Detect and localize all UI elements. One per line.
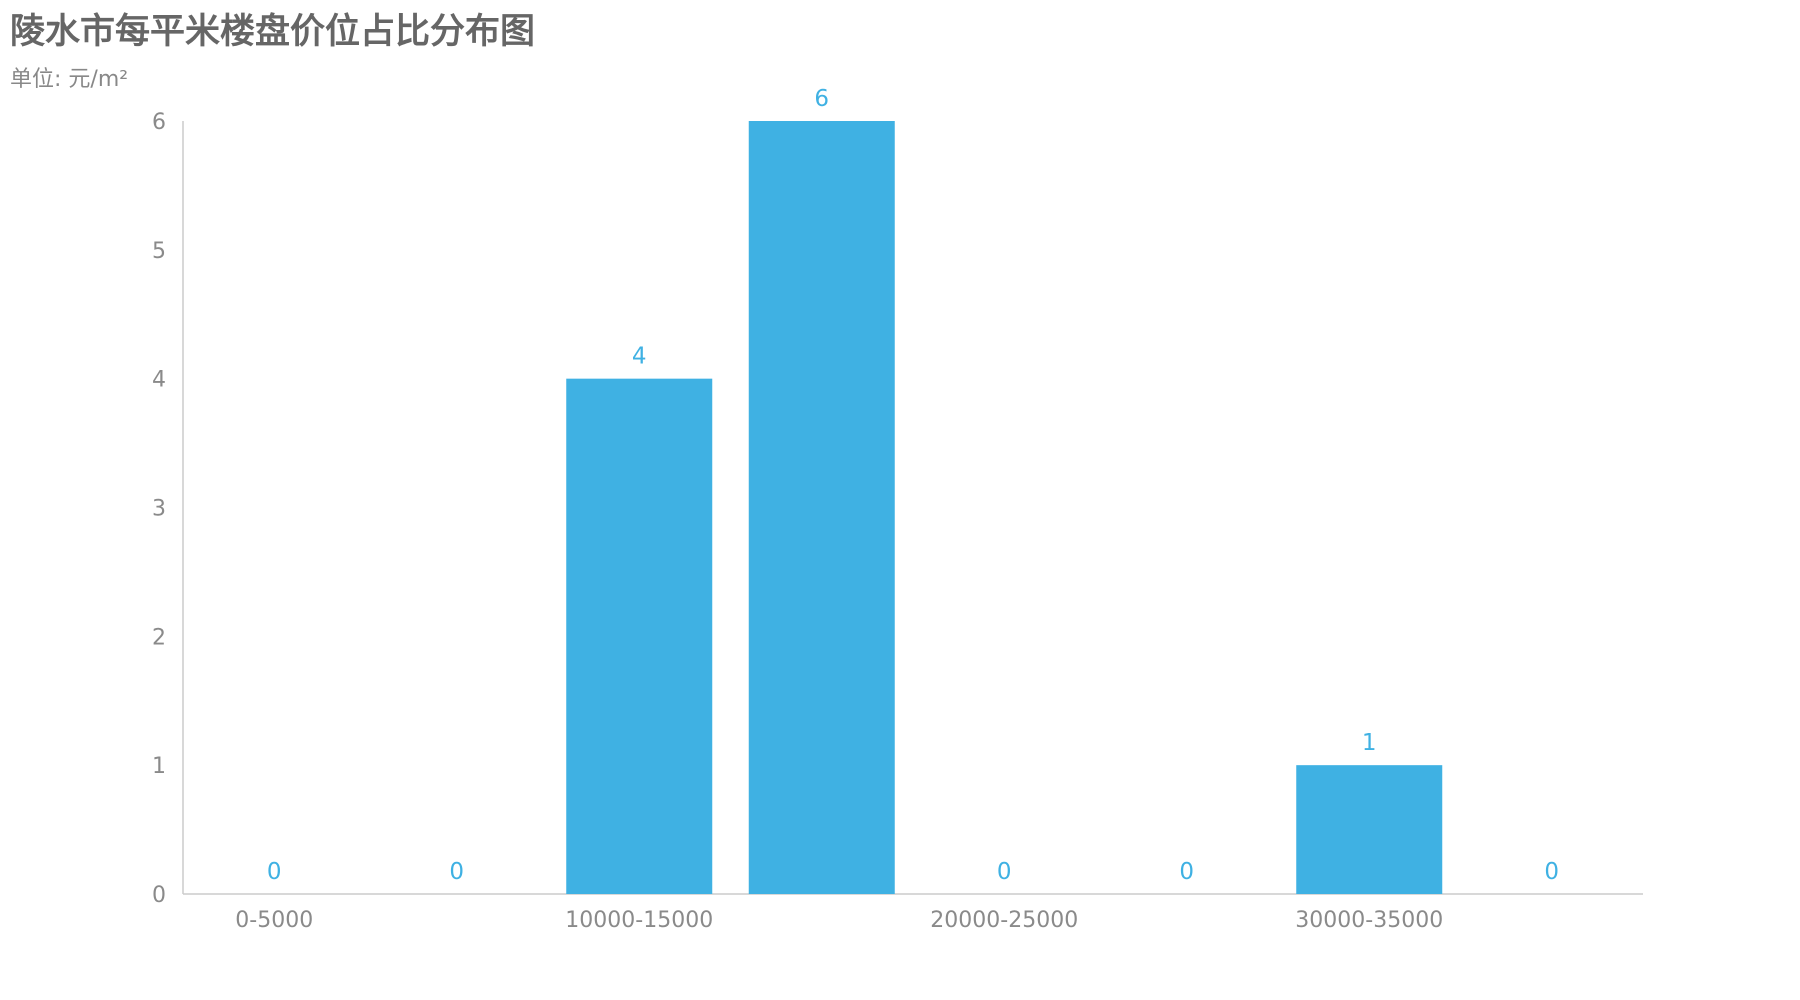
bar-value-label: 1 xyxy=(1362,730,1377,756)
y-tick-label: 1 xyxy=(152,754,166,779)
x-axis: 0-5000 10000-15000 20000-25000 30000-35000 xyxy=(183,893,1643,933)
x-tick-label: 20000-25000 xyxy=(930,908,1078,933)
x-tick-label: 30000-35000 xyxy=(1295,908,1443,933)
bar-value-label: 0 xyxy=(997,859,1012,885)
bar-value-label: 0 xyxy=(267,859,282,885)
bar-value-label: 0 xyxy=(1179,859,1194,885)
x-tick-label: 10000-15000 xyxy=(565,908,713,933)
y-tick-label: 5 xyxy=(152,239,166,264)
chart-title: 陵水市每平米楼盘价位占比分布图 xyxy=(10,12,536,52)
bars xyxy=(566,121,1443,895)
bar xyxy=(748,121,895,894)
chart-subtitle: 单位: 元/m² xyxy=(10,67,129,92)
y-tick-label: 2 xyxy=(152,625,166,650)
y-tick-label: 3 xyxy=(152,497,166,522)
bar xyxy=(566,378,713,895)
bar-value-label: 0 xyxy=(1544,859,1559,885)
y-tick-label: 6 xyxy=(152,110,166,135)
y-tick-label: 4 xyxy=(152,368,166,393)
bar-value-label: 0 xyxy=(449,859,464,885)
x-tick-label: 0-5000 xyxy=(235,908,313,933)
data-labels: 0 0 4 6 0 0 1 0 xyxy=(267,86,1559,885)
y-tick-label: 0 xyxy=(152,883,166,908)
bar-value-label: 6 xyxy=(814,86,829,112)
bar xyxy=(1296,765,1443,894)
bar-value-label: 4 xyxy=(632,344,647,370)
y-axis: 0 1 2 3 4 5 6 xyxy=(152,110,184,908)
